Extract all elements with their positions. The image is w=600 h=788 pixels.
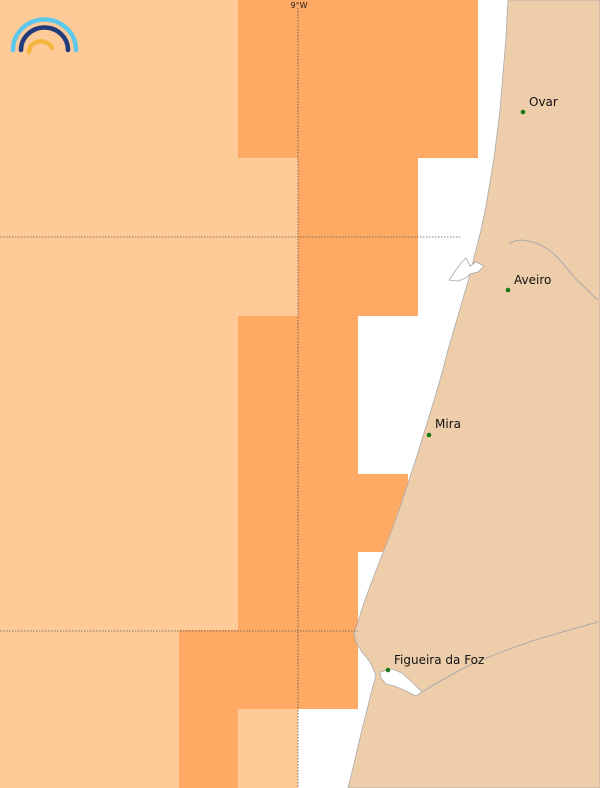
city-dot-figueira-da-foz[interactable] [385, 667, 391, 673]
sea-tile-dark [238, 474, 408, 552]
city-label-figueira-da-foz: Figueira da Foz [394, 653, 484, 667]
aveiro-lagoon [448, 257, 485, 282]
sea-tile-dark [238, 0, 478, 158]
mondego-estuary [379, 668, 423, 697]
sea-tile-dark [179, 709, 238, 788]
city-dot-ovar[interactable] [520, 109, 526, 115]
city-label-ovar: Ovar [529, 95, 558, 109]
rainbow-arc-logo-icon [10, 17, 79, 55]
city-dot-mira[interactable] [426, 432, 432, 438]
land-area [347, 0, 600, 788]
mondego-river [421, 621, 599, 693]
city-markers: Ovar Aveiro Mira Figueira da Foz [385, 95, 558, 673]
city-dot-aveiro[interactable] [505, 287, 511, 293]
vouga-river [508, 239, 599, 301]
meridian-label: 9°W [291, 1, 308, 10]
city-label-mira: Mira [435, 417, 461, 431]
sea-tile-dark [179, 630, 358, 709]
sea-tile-light [238, 709, 298, 788]
city-label-aveiro: Aveiro [514, 273, 551, 287]
